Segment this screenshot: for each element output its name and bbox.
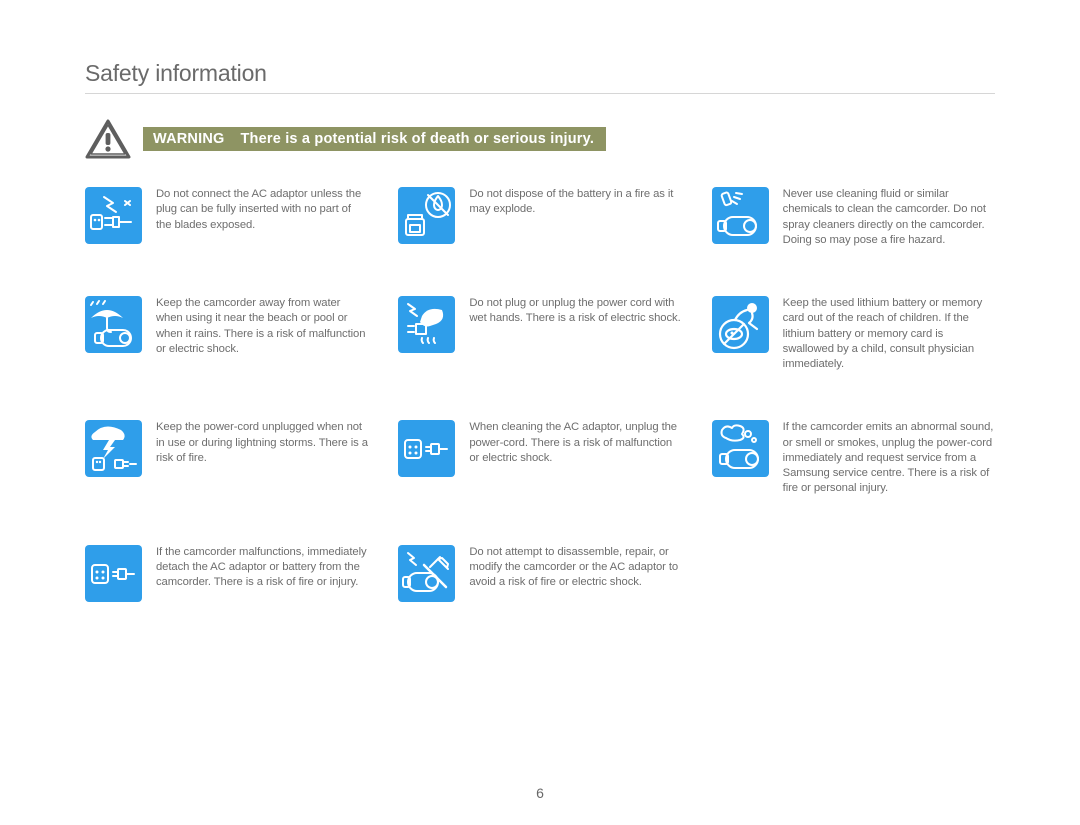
safety-text: Do not plug or unplug the power cord wit…	[469, 296, 681, 372]
page-number: 6	[0, 785, 1080, 801]
safety-text: When cleaning the AC adaptor, unplug the…	[469, 420, 681, 496]
lightning-plug-icon	[85, 420, 142, 477]
safety-item: Keep the used lithium battery or memory …	[712, 296, 995, 372]
outlet-unplug2-icon	[85, 545, 142, 602]
safety-item: Do not connect the AC adaptor unless the…	[85, 187, 368, 248]
safety-grid: Do not connect the AC adaptor unless the…	[85, 187, 995, 602]
warning-triangle-icon	[85, 119, 131, 159]
no-tools-icon	[398, 545, 455, 602]
safety-text: Keep the used lithium battery or memory …	[783, 296, 995, 372]
spray-cam-icon	[712, 187, 769, 244]
child-no-icon	[712, 296, 769, 353]
safety-text: If the camcorder emits an abnormal sound…	[783, 420, 995, 496]
safety-text: Never use cleaning fluid or similar chem…	[783, 187, 995, 248]
warning-banner: WARNING There is a potential risk of deat…	[85, 119, 995, 159]
safety-item: If the camcorder malfunctions, immediate…	[85, 545, 368, 602]
safety-item: If the camcorder emits an abnormal sound…	[712, 420, 995, 496]
wet-plug-icon	[398, 296, 455, 353]
safety-text: Do not attempt to disassemble, repair, o…	[469, 545, 681, 602]
safety-item: When cleaning the AC adaptor, unplug the…	[398, 420, 681, 496]
safety-text: Keep the power-cord unplugged when not i…	[156, 420, 368, 496]
warning-text: There is a potential risk of death or se…	[240, 131, 594, 147]
plug-zap-icon	[85, 187, 142, 244]
safety-item: Keep the camcorder away from water when …	[85, 296, 368, 372]
safety-text: If the camcorder malfunctions, immediate…	[156, 545, 368, 602]
safety-item: Never use cleaning fluid or similar chem…	[712, 187, 995, 248]
safety-text: Do not dispose of the battery in a fire …	[469, 187, 681, 248]
warning-label: WARNING	[153, 131, 224, 147]
safety-item: Keep the power-cord unplugged when not i…	[85, 420, 368, 496]
page-title: Safety information	[85, 60, 995, 94]
safety-item: Do not attempt to disassemble, repair, o…	[398, 545, 681, 602]
safety-item: Do not dispose of the battery in a fire …	[398, 187, 681, 248]
smoke-cam-icon	[712, 420, 769, 477]
warning-bar: WARNING There is a potential risk of deat…	[143, 127, 606, 151]
safety-text: Do not connect the AC adaptor unless the…	[156, 187, 368, 248]
safety-item: Do not plug or unplug the power cord wit…	[398, 296, 681, 372]
outlet-unplug-icon	[398, 420, 455, 477]
no-fire-icon	[398, 187, 455, 244]
umbrella-cam-icon	[85, 296, 142, 353]
safety-text: Keep the camcorder away from water when …	[156, 296, 368, 372]
